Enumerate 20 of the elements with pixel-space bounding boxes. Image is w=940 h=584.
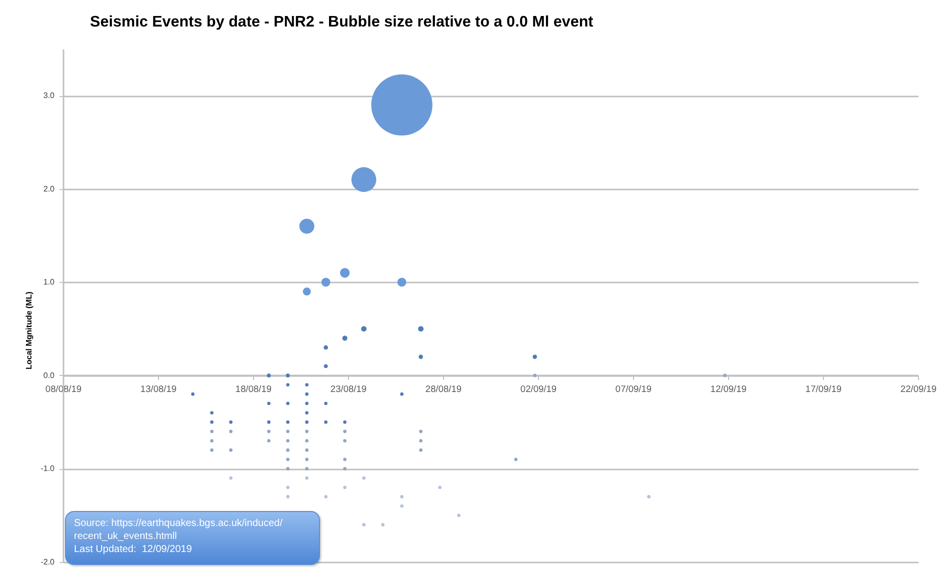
x-tick-label: 07/09/19	[615, 384, 652, 394]
y-tick-label: -2.0	[40, 558, 56, 566]
x-tick-label: 22/09/19	[900, 384, 937, 394]
x-tick-label: 02/09/19	[520, 384, 557, 394]
x-tick-label: 23/08/19	[330, 384, 367, 394]
annotation: Last Updated: 12/09/2019	[74, 543, 193, 556]
x-tick-label: 08/08/19	[45, 384, 82, 394]
note-box: Source: https://earthquakes.bgs.ac.uk/induced/recent_uk_events.htmll Last Updated: 12/09/2019	[65, 511, 320, 565]
y-tick-label: 0.0	[43, 370, 56, 380]
y-tick-label: 3.0	[43, 91, 56, 100]
x-tick-label: 12/09/19	[710, 384, 747, 394]
y-tick-label: -1.0	[40, 464, 56, 474]
y-tick-label: 1.0	[43, 278, 56, 287]
x-tick-label: 18/08/19	[235, 384, 272, 394]
chart-title: Seismic Events by date - PNR2 - Bubble size relative to a 0.0 Ml event	[90, 14, 594, 31]
x-tick-label: 28/08/19	[425, 384, 462, 394]
y-tick-label: 2.0	[43, 184, 56, 194]
x-tick-label: 13/08/19	[140, 384, 177, 394]
x-tick-label: 17/09/19	[805, 384, 842, 394]
y-axis-title: Local Mgnitude (ML)	[24, 291, 34, 370]
